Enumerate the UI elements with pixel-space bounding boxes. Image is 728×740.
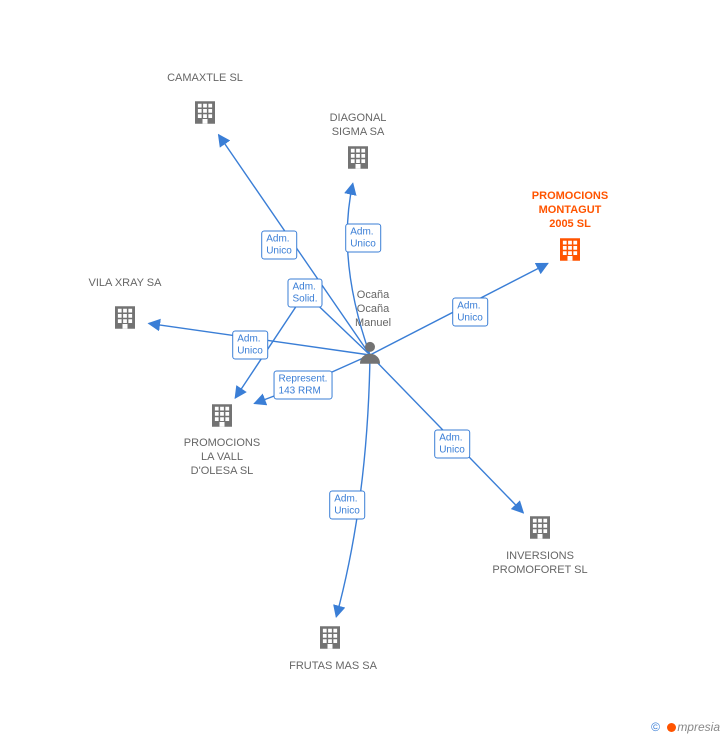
- node-label[interactable]: PROMOCIONS LA VALL D'OLESA SL: [184, 437, 260, 478]
- node-label[interactable]: PROMOCIONS MONTAGUT 2005 SL: [532, 190, 608, 231]
- node-label[interactable]: VILA XRAY SA: [89, 277, 162, 291]
- person-icon[interactable]: [355, 338, 385, 373]
- building-icon[interactable]: [190, 98, 220, 133]
- building-icon[interactable]: [343, 143, 373, 178]
- edge-label: Adm. Unico: [329, 491, 365, 520]
- edge-label: Adm. Unico: [434, 430, 470, 459]
- brand-text: mpresia: [677, 720, 720, 734]
- building-icon[interactable]: [207, 401, 237, 436]
- building-icon[interactable]: [555, 235, 585, 270]
- edge: [336, 355, 370, 617]
- node-label[interactable]: DIAGONAL SIGMA SA: [330, 112, 387, 140]
- edge-label: Represent. 143 RRM: [274, 371, 333, 400]
- edge-label: Adm. Unico: [261, 231, 297, 260]
- edge-label: Adm. Unico: [345, 224, 381, 253]
- building-icon[interactable]: [525, 513, 555, 548]
- building-icon[interactable]: [315, 623, 345, 658]
- node-label[interactable]: CAMAXTLE SL: [167, 72, 243, 86]
- brand-dot-icon: [667, 723, 676, 732]
- center-node-label[interactable]: Ocaña Ocaña Manuel: [355, 289, 391, 330]
- edge-label: Adm. Unico: [452, 298, 488, 327]
- diagram-canvas: Adm. Unico Adm. Unico Adm. Unico Adm. Unico…: [0, 0, 728, 740]
- copyright: © mpresia: [651, 720, 720, 734]
- node-label[interactable]: INVERSIONS PROMOFORET SL: [492, 550, 587, 578]
- edge-label: Adm. Unico: [232, 331, 268, 360]
- edge-label: Adm. Solid.: [287, 279, 322, 308]
- building-icon[interactable]: [110, 303, 140, 338]
- node-label[interactable]: FRUTAS MAS SA: [289, 660, 377, 674]
- copyright-symbol: ©: [651, 720, 660, 734]
